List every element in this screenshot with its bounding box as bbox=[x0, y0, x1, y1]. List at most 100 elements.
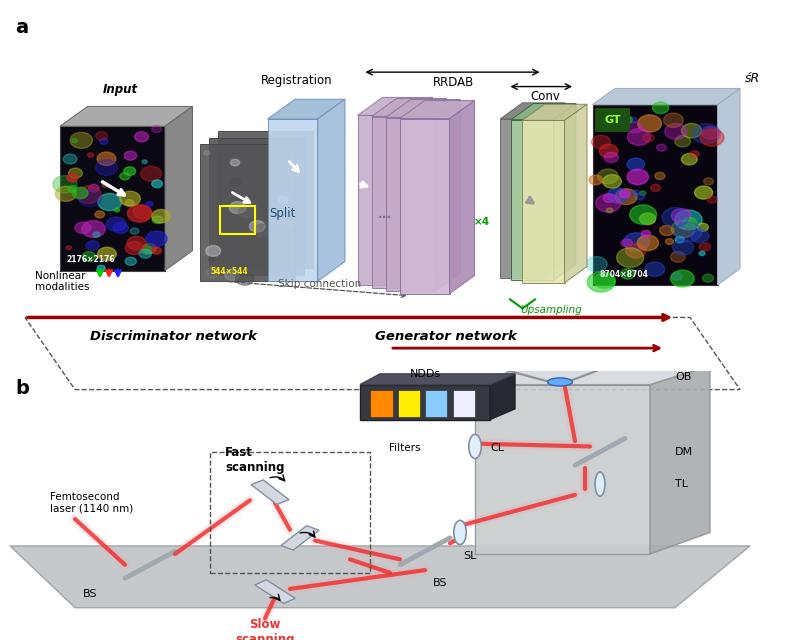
Circle shape bbox=[88, 153, 94, 157]
Circle shape bbox=[653, 102, 669, 114]
Circle shape bbox=[86, 241, 99, 250]
Text: TL: TL bbox=[675, 479, 688, 489]
Circle shape bbox=[682, 154, 698, 165]
Circle shape bbox=[675, 236, 684, 243]
Polygon shape bbox=[475, 385, 650, 554]
Text: śR: śR bbox=[745, 72, 760, 84]
Polygon shape bbox=[399, 100, 474, 118]
Circle shape bbox=[707, 196, 718, 203]
Circle shape bbox=[102, 183, 108, 188]
Circle shape bbox=[141, 246, 152, 254]
Circle shape bbox=[120, 191, 140, 206]
Polygon shape bbox=[399, 118, 450, 294]
Circle shape bbox=[152, 247, 162, 254]
Circle shape bbox=[78, 189, 102, 207]
Circle shape bbox=[106, 217, 126, 231]
Polygon shape bbox=[267, 99, 345, 119]
Circle shape bbox=[645, 262, 665, 276]
Circle shape bbox=[278, 182, 284, 186]
Text: SL: SL bbox=[463, 551, 477, 561]
Text: a: a bbox=[15, 18, 28, 37]
Circle shape bbox=[627, 169, 649, 185]
Circle shape bbox=[96, 159, 118, 175]
Circle shape bbox=[602, 175, 622, 188]
Circle shape bbox=[66, 246, 71, 250]
Circle shape bbox=[650, 184, 661, 191]
Text: Slow
scanning: Slow scanning bbox=[235, 618, 294, 640]
Polygon shape bbox=[422, 99, 446, 288]
Circle shape bbox=[702, 127, 719, 140]
Circle shape bbox=[598, 169, 618, 184]
Circle shape bbox=[206, 268, 220, 278]
Circle shape bbox=[630, 205, 657, 224]
Circle shape bbox=[638, 236, 658, 251]
Circle shape bbox=[663, 113, 683, 127]
Circle shape bbox=[126, 257, 136, 266]
Circle shape bbox=[642, 134, 654, 142]
Text: Femtosecond
laser (1140 nm): Femtosecond laser (1140 nm) bbox=[50, 492, 134, 514]
Circle shape bbox=[670, 270, 694, 287]
Text: 2176×2176: 2176×2176 bbox=[66, 255, 114, 264]
Circle shape bbox=[70, 132, 92, 148]
Bar bbox=[425, 390, 447, 417]
Text: Conv: Conv bbox=[530, 90, 560, 103]
Polygon shape bbox=[593, 88, 740, 104]
Circle shape bbox=[146, 202, 153, 207]
Circle shape bbox=[682, 124, 702, 138]
Circle shape bbox=[286, 223, 293, 228]
Circle shape bbox=[599, 144, 618, 157]
Polygon shape bbox=[360, 385, 490, 420]
Circle shape bbox=[254, 224, 270, 235]
Circle shape bbox=[639, 213, 656, 225]
Text: Nonlinear
modalities: Nonlinear modalities bbox=[35, 271, 90, 292]
Circle shape bbox=[152, 209, 170, 223]
Circle shape bbox=[206, 246, 221, 256]
Circle shape bbox=[627, 122, 642, 133]
Circle shape bbox=[693, 124, 720, 144]
Circle shape bbox=[587, 272, 615, 292]
Circle shape bbox=[236, 273, 254, 285]
Circle shape bbox=[98, 266, 105, 271]
Circle shape bbox=[230, 159, 240, 166]
Circle shape bbox=[72, 188, 88, 198]
Circle shape bbox=[665, 124, 687, 140]
Circle shape bbox=[125, 200, 134, 206]
Bar bbox=[251, 480, 289, 504]
Polygon shape bbox=[371, 99, 446, 116]
Circle shape bbox=[666, 239, 674, 244]
Circle shape bbox=[604, 152, 618, 163]
Polygon shape bbox=[358, 97, 433, 115]
Text: Generator network: Generator network bbox=[375, 330, 517, 343]
Circle shape bbox=[278, 196, 288, 203]
Text: Registration: Registration bbox=[261, 74, 332, 86]
Circle shape bbox=[595, 194, 621, 212]
Circle shape bbox=[95, 211, 105, 218]
Polygon shape bbox=[386, 118, 435, 291]
Text: CL: CL bbox=[490, 443, 504, 453]
Polygon shape bbox=[500, 119, 542, 278]
Circle shape bbox=[130, 228, 139, 234]
Circle shape bbox=[89, 184, 99, 192]
Text: OB: OB bbox=[675, 372, 691, 381]
Circle shape bbox=[615, 189, 637, 205]
Polygon shape bbox=[407, 97, 433, 285]
Bar bbox=[453, 390, 475, 417]
Circle shape bbox=[700, 129, 724, 146]
Circle shape bbox=[141, 166, 162, 181]
Circle shape bbox=[98, 247, 116, 260]
Circle shape bbox=[82, 252, 95, 261]
Polygon shape bbox=[358, 115, 407, 285]
Circle shape bbox=[603, 194, 615, 202]
Text: RRDAB: RRDAB bbox=[433, 76, 474, 89]
Text: DM: DM bbox=[675, 447, 693, 457]
Text: Discriminator network: Discriminator network bbox=[90, 330, 257, 343]
Polygon shape bbox=[360, 374, 515, 385]
Circle shape bbox=[673, 240, 694, 255]
Circle shape bbox=[98, 193, 122, 211]
Text: Upsampling: Upsampling bbox=[520, 305, 582, 315]
Circle shape bbox=[619, 190, 630, 198]
Polygon shape bbox=[718, 88, 740, 285]
Polygon shape bbox=[650, 366, 710, 554]
Circle shape bbox=[674, 222, 702, 242]
Circle shape bbox=[55, 186, 76, 202]
